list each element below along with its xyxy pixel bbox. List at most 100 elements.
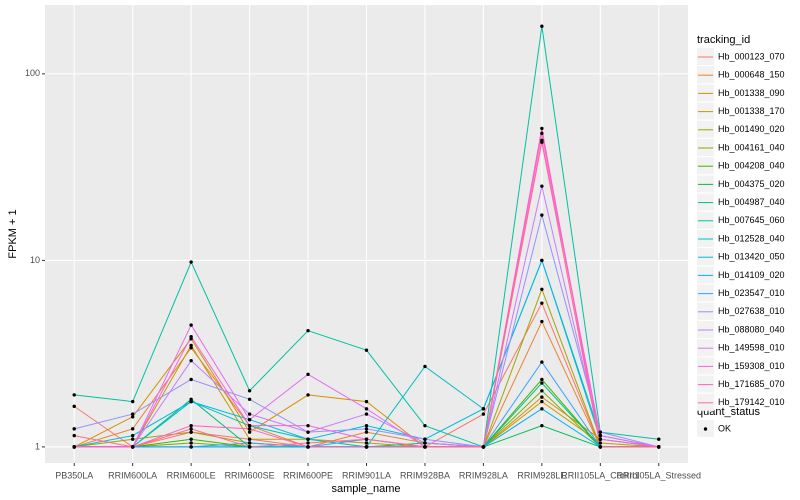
data-point bbox=[72, 393, 76, 397]
data-point bbox=[364, 348, 369, 352]
data-point bbox=[189, 346, 193, 350]
legend-label: Hb_004208_040 bbox=[718, 161, 785, 171]
x-tick-label: RRIM901LA bbox=[342, 470, 391, 480]
data-point bbox=[657, 445, 661, 449]
legend-label: Hb_171685_070 bbox=[718, 379, 785, 389]
data-point bbox=[540, 131, 544, 136]
x-tick-label: RRIM600LA bbox=[108, 470, 157, 480]
data-point bbox=[247, 397, 252, 402]
data-point bbox=[247, 441, 252, 445]
y-tick-label: 1 bbox=[35, 441, 40, 451]
data-point bbox=[481, 412, 486, 416]
x-tick-label: RRIM600PE bbox=[283, 470, 333, 480]
legend-label: OK bbox=[718, 423, 731, 433]
legend-label: Hb_149598_010 bbox=[718, 343, 785, 353]
data-point bbox=[306, 441, 310, 445]
data-point bbox=[364, 441, 369, 445]
data-point bbox=[72, 427, 76, 431]
data-point bbox=[364, 427, 369, 431]
x-tick-label: RRII105LA_Control bbox=[561, 470, 639, 480]
legend-label: Hb_004161_040 bbox=[718, 142, 785, 152]
data-point bbox=[130, 437, 135, 441]
data-point bbox=[540, 140, 544, 144]
data-point bbox=[364, 399, 369, 404]
x-tick-label: RRII105LA_Stressed bbox=[616, 470, 701, 480]
legend-label: Hb_179142_010 bbox=[718, 397, 785, 407]
data-point bbox=[598, 433, 603, 438]
data-point bbox=[598, 437, 603, 441]
legend-label: Hb_088080_040 bbox=[718, 324, 785, 334]
legend-label: Hb_001338_170 bbox=[718, 106, 785, 116]
y-tick-label: 10 bbox=[30, 255, 40, 265]
data-point bbox=[540, 319, 544, 324]
data-point bbox=[189, 427, 193, 431]
x-tick-label: RRIM928LE bbox=[517, 470, 566, 480]
data-point bbox=[189, 334, 193, 339]
x-tick-label: PB350LA bbox=[55, 470, 93, 480]
data-point bbox=[540, 399, 544, 404]
data-point bbox=[423, 437, 427, 441]
legend-label: Hb_001490_020 bbox=[718, 124, 785, 134]
data-point bbox=[540, 184, 544, 188]
legend-label: Hb_027638_010 bbox=[718, 306, 785, 316]
legend-label: Hb_007645_060 bbox=[718, 215, 785, 225]
data-point bbox=[130, 433, 135, 438]
data-point bbox=[189, 377, 193, 382]
data-point bbox=[247, 423, 252, 428]
x-tick-label: RRIM600SE bbox=[225, 470, 275, 480]
data-point bbox=[72, 433, 76, 438]
data-point bbox=[189, 323, 193, 327]
data-point bbox=[364, 412, 369, 416]
data-point bbox=[540, 213, 544, 217]
data-point bbox=[540, 360, 544, 364]
x-tick-label: RRIM928LA bbox=[459, 470, 508, 480]
data-point bbox=[423, 445, 427, 449]
legend-label: Hb_014109_020 bbox=[718, 270, 785, 280]
data-point bbox=[189, 260, 193, 264]
data-point bbox=[306, 430, 310, 434]
data-point bbox=[189, 445, 193, 449]
data-point bbox=[540, 395, 544, 399]
data-point bbox=[306, 372, 310, 377]
x-tick-label: RRIM600LE bbox=[167, 470, 216, 480]
data-point bbox=[657, 437, 661, 441]
data-point bbox=[247, 445, 252, 449]
data-point bbox=[247, 430, 252, 434]
data-point bbox=[540, 258, 544, 263]
data-point bbox=[423, 364, 427, 369]
data-point bbox=[306, 445, 310, 449]
data-point bbox=[598, 445, 603, 449]
y-axis-title: FPKM + 1 bbox=[7, 209, 19, 258]
legend-label: Hb_013420_050 bbox=[718, 252, 785, 262]
data-point bbox=[540, 407, 544, 411]
y-tick-label: 100 bbox=[25, 68, 40, 78]
data-point bbox=[247, 389, 252, 393]
data-point bbox=[540, 24, 544, 28]
data-point bbox=[247, 437, 252, 441]
data-point bbox=[423, 423, 427, 428]
data-point bbox=[189, 423, 193, 428]
data-point bbox=[481, 407, 486, 411]
data-point bbox=[364, 445, 369, 449]
data-point bbox=[364, 407, 369, 411]
data-point bbox=[189, 399, 193, 404]
data-point bbox=[540, 377, 544, 382]
data-point bbox=[598, 441, 603, 445]
data-point bbox=[247, 417, 252, 422]
data-point bbox=[540, 126, 544, 131]
data-point bbox=[72, 404, 76, 409]
data-point bbox=[306, 423, 310, 428]
legend-label: Hb_159308_010 bbox=[718, 361, 785, 371]
data-point bbox=[306, 328, 310, 333]
data-point bbox=[364, 430, 369, 434]
data-point bbox=[540, 301, 544, 305]
legend-title: tracking_id bbox=[697, 34, 750, 46]
data-point bbox=[72, 445, 76, 449]
legend-swatch bbox=[703, 427, 708, 431]
data-point bbox=[247, 427, 252, 431]
legend-label: Hb_000648_150 bbox=[718, 70, 785, 80]
data-point bbox=[540, 423, 544, 428]
data-point bbox=[481, 445, 486, 449]
data-point bbox=[189, 343, 193, 348]
